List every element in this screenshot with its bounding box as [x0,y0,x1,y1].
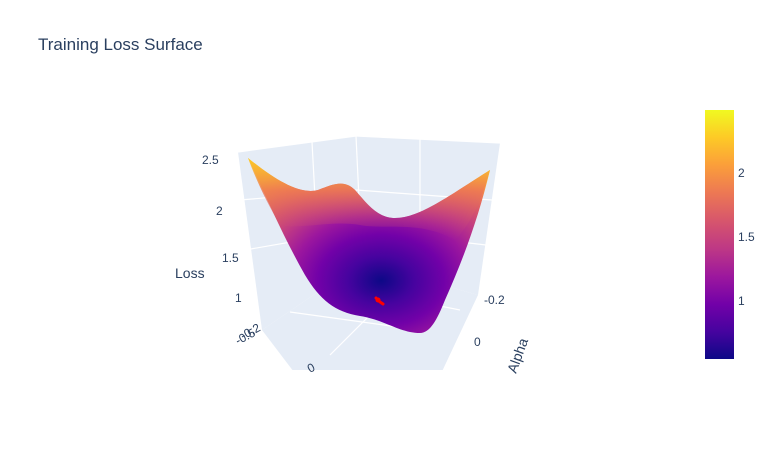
loss-surface-rim [248,158,490,240]
z-axis-title: Loss [175,265,205,281]
z-tick-2.5: 2.5 [202,153,219,167]
colorbar-tick-1: 1 [738,294,745,308]
x-tick--0.2: -0.2 [238,320,263,342]
y-tick--0.2: -0.2 [484,293,505,307]
y-tick-0: 0 [474,335,481,349]
z-axis: 2.5 2 1.5 1 Loss [175,153,242,305]
chart-title: Training Loss Surface [38,35,203,54]
colorbar-tick-2: 2 [738,166,745,180]
z-tick-1: 1 [235,291,242,305]
z-tick-2: 2 [216,204,223,218]
colorbar: 2 1.5 1 [705,110,755,359]
y-axis: -0.2 0 Alpha [474,293,531,375]
scene-3d[interactable] [237,135,501,380]
trajectory-point [375,297,381,303]
y-axis-title: Alpha [504,336,531,375]
z-tick-1.5: 1.5 [222,251,239,265]
x-axis: -0.5 -0.2 0 [233,320,318,375]
colorbar-tick-1.5: 1.5 [738,230,755,244]
colorbar-gradient [705,110,734,359]
